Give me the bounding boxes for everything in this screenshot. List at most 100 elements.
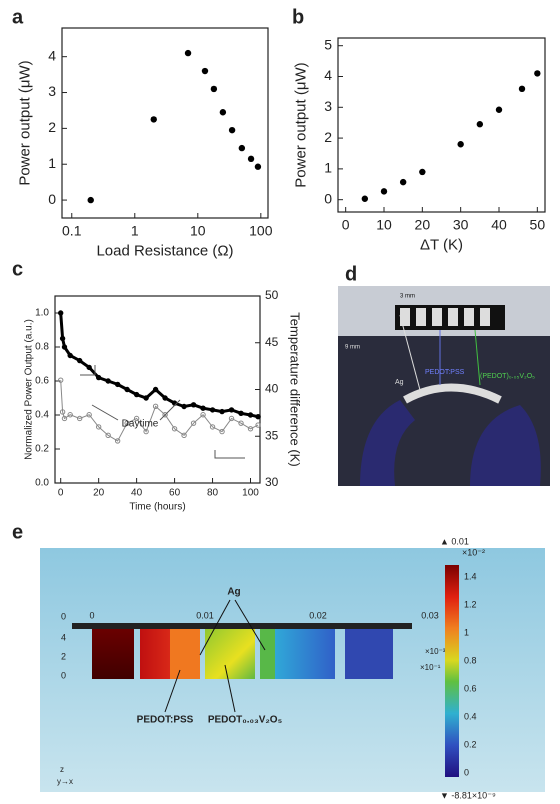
- segment: [464, 308, 474, 326]
- x-tick-label: 10: [376, 217, 392, 233]
- point: [399, 178, 407, 186]
- y-tick-label: 0.0: [35, 478, 49, 489]
- tick-label: 0.02: [309, 610, 327, 620]
- colorbar-tick-label: 1.4: [464, 571, 477, 581]
- point: [86, 412, 92, 418]
- x-tick-label: 100: [249, 223, 273, 239]
- plot-frame: [337, 37, 546, 213]
- label: Ag: [227, 587, 240, 598]
- point: [457, 141, 464, 148]
- x-tick-label: 100: [242, 488, 259, 499]
- point: [518, 85, 526, 93]
- x-axis-label: Load Resistance (Ω): [96, 243, 233, 260]
- point: [247, 426, 254, 432]
- y-tick-label: 0: [324, 190, 332, 206]
- y2-tick-label: 50: [265, 288, 279, 302]
- point: [200, 405, 206, 411]
- point: [171, 400, 178, 406]
- x-tick-label: 40: [491, 217, 507, 233]
- pointer: [199, 599, 231, 656]
- label: PEDOT:PSS: [137, 715, 194, 726]
- x-tick-label: 20: [415, 217, 431, 233]
- panel-label: b: [292, 6, 304, 28]
- point: [162, 412, 168, 418]
- pointer: [399, 314, 421, 391]
- y-tick-label: 2: [324, 129, 332, 145]
- segment: [416, 308, 426, 326]
- colorbar: [445, 565, 459, 777]
- x-axis-label: ΔT (K): [420, 237, 463, 254]
- colorbar-ticks: 1.4 1.2 1 0.8 0.6 0.4 0.2 0: [464, 571, 477, 777]
- point: [228, 407, 235, 413]
- substrate: [72, 623, 412, 629]
- point: [59, 335, 66, 342]
- y2-tick-label: 35: [265, 428, 279, 442]
- y-axis-label: Normalized Power Output (a.u.): [24, 319, 35, 460]
- point: [219, 408, 225, 415]
- point: [57, 377, 64, 383]
- glove: [470, 405, 541, 486]
- y-tick-label: 0.4: [35, 410, 49, 421]
- annotation-arrow: [159, 399, 181, 421]
- segment: [432, 308, 442, 326]
- y-tick-label: 0.6: [35, 376, 49, 387]
- leg: [345, 629, 393, 679]
- x-tick-label: 0: [58, 488, 64, 499]
- point: [534, 70, 541, 77]
- point: [124, 386, 130, 393]
- x-tick-label: 10: [190, 223, 206, 239]
- point: [184, 49, 192, 57]
- multiplier: ×10⁻¹: [420, 663, 441, 672]
- y-tick-label: 1: [324, 160, 332, 176]
- pointer: [224, 664, 236, 713]
- annotation: Daytime: [122, 419, 159, 430]
- point: [143, 395, 149, 401]
- point: [476, 121, 484, 128]
- point: [201, 67, 209, 75]
- y-tick-label: 1: [48, 155, 56, 171]
- point: [114, 438, 121, 444]
- y-tick-label: 0: [48, 191, 56, 207]
- panel-label: d: [345, 263, 357, 285]
- point: [190, 402, 197, 408]
- y-tick-label: 5: [324, 36, 332, 52]
- colorbar-label: ×10⁻²: [462, 547, 485, 557]
- x-tick-label: 40: [131, 488, 143, 499]
- point: [150, 116, 157, 123]
- point: [255, 414, 261, 420]
- pointer: [164, 669, 181, 713]
- point: [87, 196, 94, 204]
- pointer: [474, 329, 481, 386]
- x-tick-label: 0: [342, 217, 350, 233]
- point: [133, 391, 140, 398]
- point: [419, 168, 426, 176]
- point: [209, 407, 216, 413]
- tick-label: 0.03: [421, 610, 439, 620]
- point: [152, 386, 159, 393]
- annotation-arrow: [214, 450, 245, 459]
- multiplier: ×10⁻³: [425, 647, 446, 656]
- annotation-arrow: [91, 404, 119, 421]
- colorbar-label: ▲ 0.01: [440, 536, 469, 546]
- colorbar-tick-label: 0.4: [464, 711, 477, 721]
- point: [238, 410, 244, 416]
- point: [95, 424, 102, 430]
- y-tick-label: 4: [324, 67, 332, 83]
- photo-label: Ag: [395, 379, 404, 386]
- colorbar-tick-label: 0.2: [464, 739, 477, 749]
- tick-label: 2: [61, 651, 66, 661]
- point: [190, 420, 197, 426]
- scale-label: 9 mm: [345, 345, 360, 351]
- point: [255, 422, 261, 428]
- point: [200, 412, 206, 418]
- panel-label: e: [12, 521, 23, 543]
- point: [133, 415, 140, 422]
- colorbar-tick-label: 0: [464, 767, 469, 777]
- point: [219, 109, 227, 116]
- device: [403, 383, 502, 404]
- y-axis-label: Power output (μW): [293, 62, 310, 187]
- point: [57, 310, 64, 316]
- point: [76, 415, 83, 422]
- x-tick-label: 30: [453, 217, 469, 233]
- point: [254, 163, 262, 170]
